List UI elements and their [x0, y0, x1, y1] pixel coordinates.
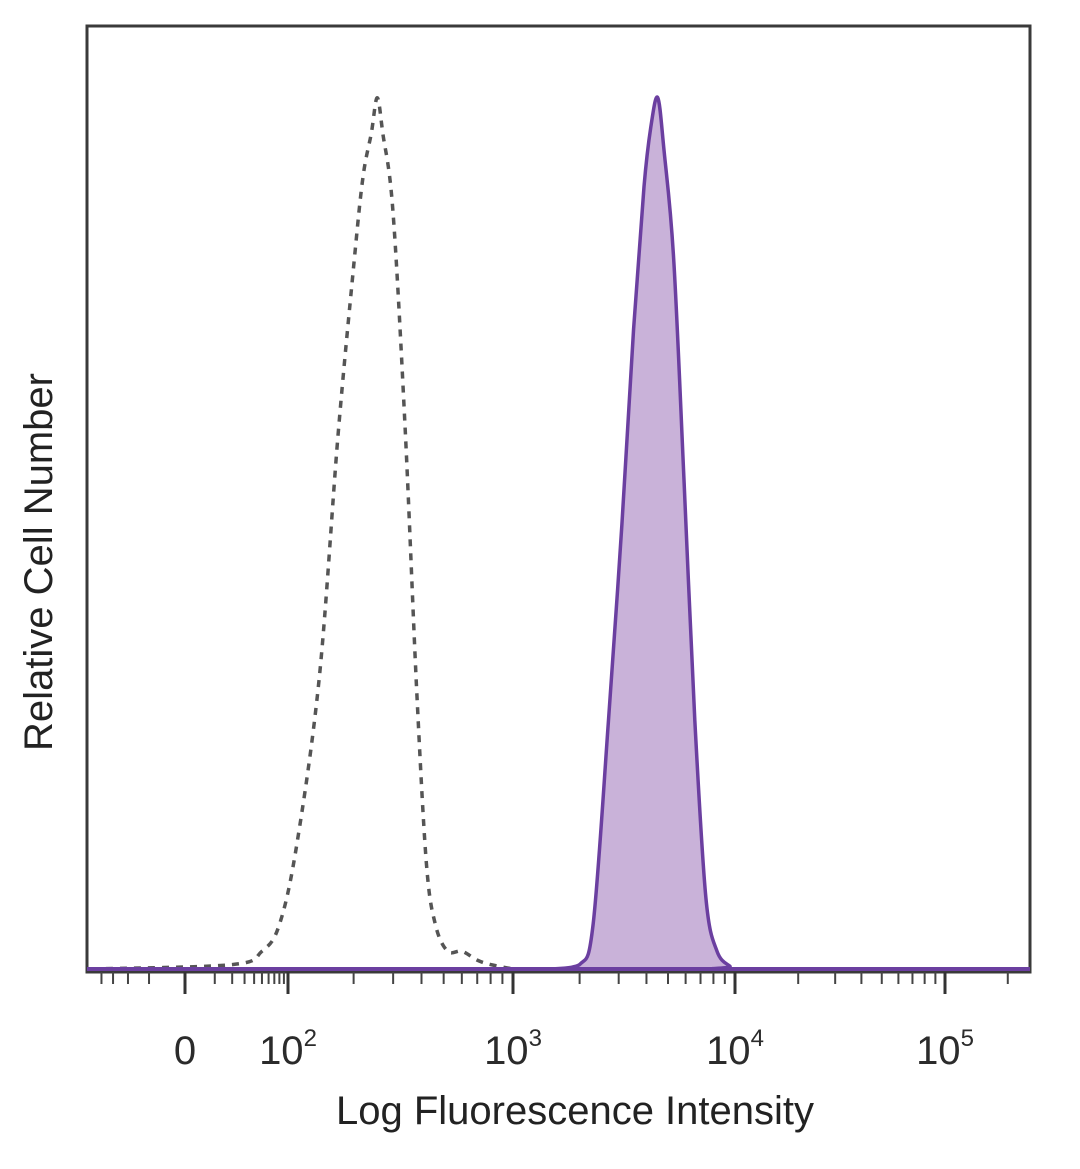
- x-tick-label: 105: [916, 1025, 974, 1073]
- x-axis-title: Log Fluorescence Intensity: [336, 1089, 814, 1133]
- x-axis-ticks: [100, 972, 1009, 994]
- series-layer: [87, 95, 1030, 971]
- x-tick-label: 104: [706, 1025, 764, 1073]
- stained-histogram-line: [551, 95, 1028, 971]
- x-tick-label: 0: [174, 1029, 196, 1073]
- x-axis-tick-labels: 0 102 103 104 105: [174, 1025, 974, 1073]
- stained-histogram-fill: [551, 97, 1028, 970]
- y-axis-title: Relative Cell Number: [17, 373, 61, 751]
- x-tick-label: 103: [484, 1025, 542, 1073]
- control-histogram-line: [91, 96, 514, 971]
- x-tick-label: 102: [259, 1025, 317, 1073]
- plot-frame: [85, 24, 1032, 974]
